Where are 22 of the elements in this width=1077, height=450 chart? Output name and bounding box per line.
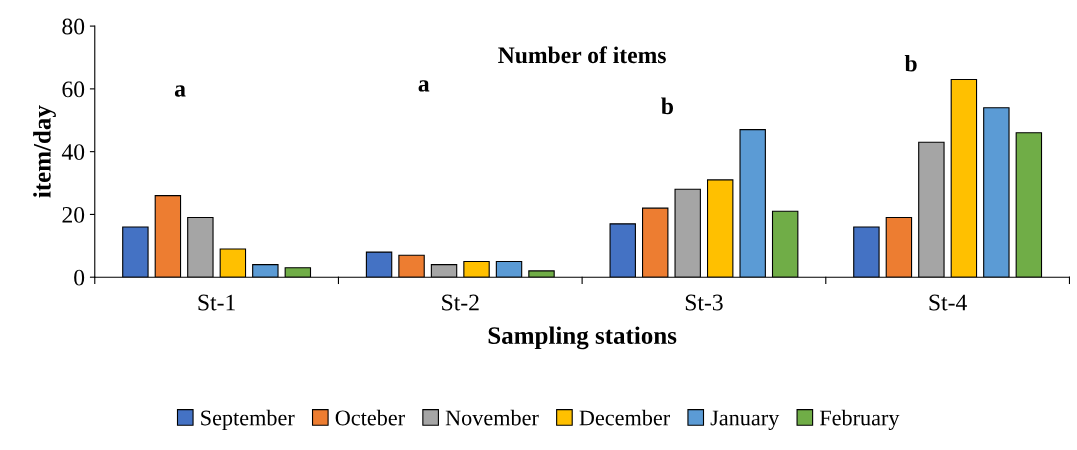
legend-label: February (819, 409, 900, 430)
legend-label: November (445, 409, 539, 426)
legend-label: Octeber (335, 409, 405, 426)
y-tick-label: 80 (62, 18, 85, 35)
x-tick-label: St-1 (198, 294, 235, 311)
annotation: b (661, 97, 674, 115)
legend-label: January (710, 410, 780, 430)
x-axis-title: Sampling stations (488, 326, 677, 350)
text: Number of items (498, 46, 666, 64)
x-tick-label: St-2 (442, 294, 479, 311)
y-tick-label: 40 (61, 144, 85, 161)
annotation: a (174, 85, 186, 97)
legend-label: December (579, 409, 670, 426)
y-tick-label: 0 (74, 269, 85, 286)
x-tick-label: St-4 (929, 294, 967, 311)
annotation: b (904, 54, 917, 72)
y-tick-label: 60 (62, 81, 85, 98)
annotation: a (418, 80, 430, 92)
y-axis-title: item/day (33, 105, 56, 198)
y-tick-label: 20 (62, 206, 85, 223)
legend-label: September (201, 409, 295, 430)
x-tick-label: St-3 (685, 294, 723, 311)
